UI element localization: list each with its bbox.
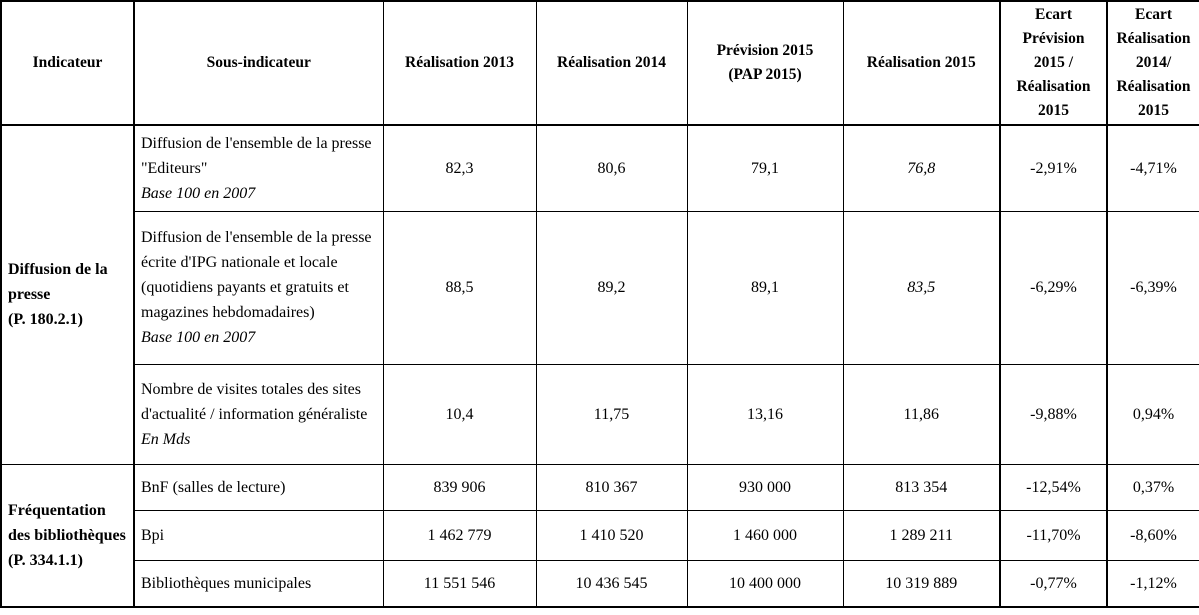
value-realisation-2015: 11,86	[842, 363, 1001, 465]
value-realisation-2014: 80,6	[535, 124, 688, 212]
value-realisation-2015: 10 319 889	[842, 559, 1001, 608]
value-ecart-prevision: -9,88%	[999, 363, 1108, 465]
indicator-name: Fréquentation des bibliothèques	[8, 501, 126, 544]
value-ecart-prevision: -0,77%	[999, 559, 1108, 608]
sub-indicator-label: Bpi	[141, 526, 165, 544]
col-header-ecart-prevision: Ecart Prévision 2015 / Réalisation 2015	[999, 0, 1108, 126]
value-ecart-prevision: -12,54%	[999, 463, 1108, 511]
sub-indicator-note: Base 100 en 2007	[141, 184, 256, 202]
value-realisation-2013: 839 906	[382, 463, 537, 511]
indicator-name: Diffusion de la presse	[8, 261, 108, 304]
value-ecart-prevision: -6,29%	[999, 210, 1108, 365]
indicator-cell-diffusion-presse: Diffusion de la presse (P. 180.2.1)	[0, 124, 135, 465]
table-row: Fréquentation des bibliothèques (P. 334.…	[0, 463, 1199, 608]
value-realisation-2014: 10 436 545	[535, 559, 688, 608]
col-header-ecart-realisation: Ecart Réalisation 2014/ Réalisation 2015	[1106, 0, 1199, 126]
indicator-code: (P. 180.2.1)	[8, 311, 83, 329]
value-ecart-realisation: 0,94%	[1106, 363, 1199, 465]
indicator-cell-frequentation-bibliotheques: Fréquentation des bibliothèques (P. 334.…	[0, 463, 135, 608]
value-realisation-2013: 10,4	[382, 363, 537, 465]
sub-indicator-cell: Diffusion de l'ensemble de la presse "Ed…	[133, 124, 384, 212]
value-realisation-2015: 83,5	[842, 210, 1001, 365]
value-ecart-realisation: -4,71%	[1106, 124, 1199, 212]
sub-indicator-cell: Bpi	[133, 509, 384, 561]
value-prevision-2015: 89,1	[686, 210, 844, 365]
value-ecart-realisation: -6,39%	[1106, 210, 1199, 365]
value-realisation-2014: 1 410 520	[535, 509, 688, 561]
value-realisation-2013: 11 551 546	[382, 559, 537, 608]
sub-indicator-cell: Diffusion de l'ensemble de la presse écr…	[133, 210, 384, 365]
table-row: Diffusion de l'ensemble de la presse écr…	[1, 210, 1199, 365]
value-prevision-2015: 1 460 000	[686, 509, 844, 561]
col-header-indicateur: Indicateur	[0, 0, 135, 126]
table-row: Diffusion de la presse (P. 180.2.1) Diff…	[0, 124, 1199, 465]
sub-indicator-cell: Nombre de visites totales des sites d'ac…	[133, 363, 384, 465]
sub-indicator-cell: BnF (salles de lecture)	[133, 463, 384, 511]
col-header-realisation-2015: Réalisation 2015	[842, 0, 1001, 126]
value-ecart-realisation: 0,37%	[1106, 463, 1199, 511]
col-header-sous-indicateur: Sous-indicateur	[133, 0, 384, 126]
sub-indicator-label: Diffusion de l'ensemble de la presse écr…	[141, 229, 372, 321]
col-header-realisation-2013: Réalisation 2013	[382, 0, 537, 126]
value-realisation-2014: 810 367	[535, 463, 688, 511]
table-row: Nombre de visites totales des sites d'ac…	[1, 363, 1199, 465]
value-realisation-2015: 1 289 211	[842, 509, 1001, 561]
sub-indicator-note: Base 100 en 2007	[141, 329, 256, 346]
value-ecart-realisation: -1,12%	[1106, 559, 1199, 608]
value-ecart-realisation: -8,60%	[1106, 509, 1199, 561]
sub-indicator-note: En Mds	[141, 430, 191, 448]
header-row: Indicateur Sous-indicateur Réalisation 2…	[0, 0, 1199, 126]
value-prevision-2015: 13,16	[686, 363, 844, 465]
value-realisation-2013: 88,5	[382, 210, 537, 365]
value-realisation-2014: 11,75	[535, 363, 688, 465]
col-header-realisation-2014: Réalisation 2014	[535, 0, 688, 126]
sub-indicator-label: BnF (salles de lecture)	[141, 478, 286, 496]
sub-indicator-label: Diffusion de l'ensemble de la presse "Ed…	[141, 134, 372, 177]
value-realisation-2014: 89,2	[535, 210, 688, 365]
value-prevision-2015: 10 400 000	[686, 559, 844, 608]
value-ecart-prevision: -2,91%	[999, 124, 1108, 212]
value-prevision-2015: 930 000	[686, 463, 844, 511]
value-realisation-2015: 76,8	[842, 124, 1001, 212]
col-header-prevision-2015: Prévision 2015 (PAP 2015)	[686, 0, 844, 126]
value-realisation-2013: 1 462 779	[382, 509, 537, 561]
indicator-code: (P. 334.1.1)	[8, 551, 83, 569]
value-ecart-prevision: -11,70%	[999, 509, 1108, 561]
sub-indicator-label: Bibliothèques municipales	[141, 574, 312, 592]
sub-indicator-label: Nombre de visites totales des sites d'ac…	[141, 380, 368, 423]
sub-indicator-cell: Bibliothèques municipales	[133, 559, 384, 608]
value-realisation-2015: 813 354	[842, 463, 1001, 511]
table-row: Bpi 1 462 779 1 410 520 1 460 000 1 289 …	[1, 509, 1199, 561]
value-realisation-2013: 82,3	[382, 124, 537, 212]
table-row: Bibliothèques municipales 11 551 546 10 …	[1, 559, 1199, 608]
value-prevision-2015: 79,1	[686, 124, 844, 212]
